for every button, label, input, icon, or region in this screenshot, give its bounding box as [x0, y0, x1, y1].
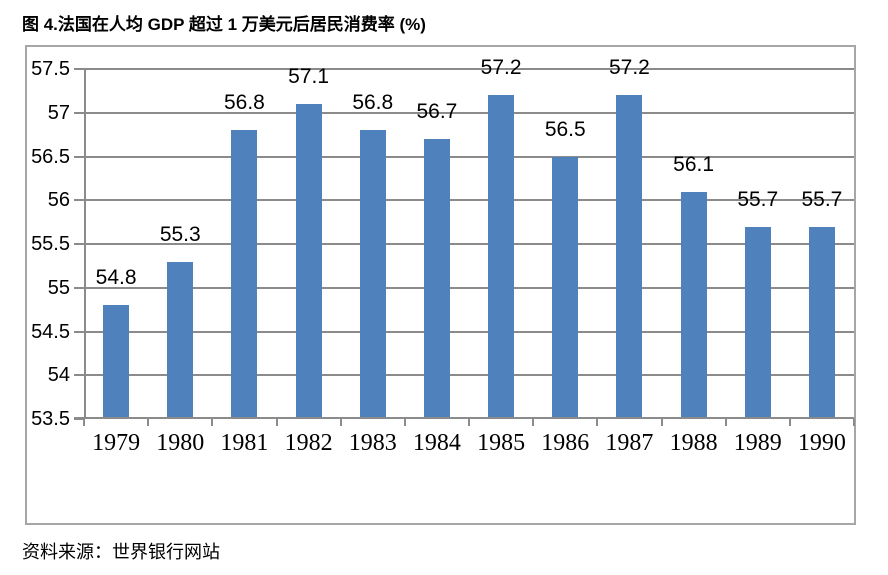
x-axis-label: 1979	[92, 430, 141, 456]
x-axis-line	[74, 417, 854, 419]
y-axis-tick	[74, 155, 84, 158]
y-axis-tick	[74, 418, 84, 420]
bar-value-label: 55.7	[737, 187, 779, 211]
x-axis-tick	[275, 419, 278, 426]
chart-frame: 53.5 54 54.5 55 55.5 56 56.5 57 57.5 54.8 1979 55.3…	[25, 45, 856, 525]
bar-1984	[423, 139, 450, 419]
bar-1990	[808, 226, 835, 419]
x-axis-tick	[853, 419, 855, 426]
y-axis-line	[84, 69, 86, 419]
y-axis-tick	[74, 243, 84, 245]
bar-1986	[552, 156, 579, 419]
gridline	[84, 68, 854, 70]
bar-1980	[167, 261, 194, 419]
bar-value-label: 54.8	[95, 266, 137, 290]
x-axis-tick	[532, 419, 535, 426]
bar-value-label: 56.7	[416, 100, 458, 123]
x-axis-tick	[83, 419, 85, 426]
y-axis-label: 57	[47, 101, 70, 124]
plot-area: 53.5 54 54.5 55 55.5 56 56.5 57 57.5 54.8 1979 55.3…	[31, 56, 855, 455]
chart-title: 图 4.法国在人均 GDP 超过 1 万美元后居民消费率 (%)	[22, 15, 426, 34]
x-axis-tick	[147, 419, 150, 426]
x-axis-label: 1989	[733, 430, 782, 456]
y-axis-label: 55	[47, 276, 70, 299]
x-axis-tick	[788, 419, 791, 426]
y-axis-label: 56.5	[31, 145, 70, 168]
y-axis-tick	[74, 68, 84, 70]
y-axis-label: 56	[47, 189, 70, 212]
y-axis-label: 57.5	[31, 58, 70, 80]
y-axis-label: 54	[47, 364, 70, 387]
bar-1981	[231, 130, 258, 419]
source-note: 资料来源：世界银行网站	[22, 542, 220, 562]
y-axis-label: 54.5	[31, 320, 70, 343]
bar-1985	[488, 95, 515, 419]
bar-value-label: 57.2	[608, 56, 650, 80]
gridline	[84, 155, 854, 158]
bar-1982	[295, 104, 322, 419]
x-axis-label: 1980	[156, 430, 205, 456]
bar-value-label: 55.7	[801, 187, 843, 211]
bar-value-label: 57.2	[480, 56, 522, 80]
gridline	[84, 111, 854, 114]
y-axis-tick	[74, 330, 84, 333]
gridline	[84, 243, 854, 245]
bar-1988	[680, 191, 707, 419]
x-axis-label: 1985	[477, 430, 526, 456]
bar-1979	[103, 305, 130, 419]
x-axis-label: 1990	[797, 430, 846, 456]
bar-value-label: 56.5	[544, 117, 586, 141]
x-axis-label: 1982	[284, 430, 333, 456]
x-axis-label: 1981	[220, 430, 269, 456]
gridline	[84, 199, 854, 202]
y-axis-tick	[74, 374, 84, 377]
gridline	[84, 330, 854, 333]
bar-value-label: 56.1	[673, 152, 715, 176]
x-axis-tick	[403, 419, 406, 426]
x-axis-tick	[211, 419, 214, 426]
y-axis-tick	[74, 199, 84, 202]
bar-value-label: 57.1	[288, 65, 330, 88]
bar-1989	[744, 226, 771, 419]
y-axis-label: 53.5	[31, 408, 70, 430]
x-axis-label: 1986	[541, 430, 590, 456]
bar-value-label: 56.8	[223, 91, 265, 115]
gridline	[84, 374, 854, 377]
y-axis-tick	[74, 286, 84, 289]
x-axis-tick	[596, 419, 599, 426]
y-axis-label: 55.5	[31, 233, 70, 255]
bar-1983	[359, 130, 386, 419]
y-axis-tick	[74, 111, 84, 114]
bar-value-label: 55.3	[159, 222, 201, 246]
x-axis-tick	[724, 419, 727, 426]
bar-1987	[616, 95, 643, 419]
gridline	[84, 286, 854, 289]
x-axis-tick	[660, 419, 663, 426]
x-axis-tick	[468, 419, 470, 426]
bar-value-label: 56.8	[352, 91, 394, 115]
x-axis-tick	[339, 419, 342, 426]
x-axis-label: 1984	[412, 430, 461, 456]
x-axis-label: 1983	[348, 430, 397, 456]
x-axis-label: 1987	[605, 430, 654, 456]
x-axis-label: 1988	[669, 430, 718, 456]
